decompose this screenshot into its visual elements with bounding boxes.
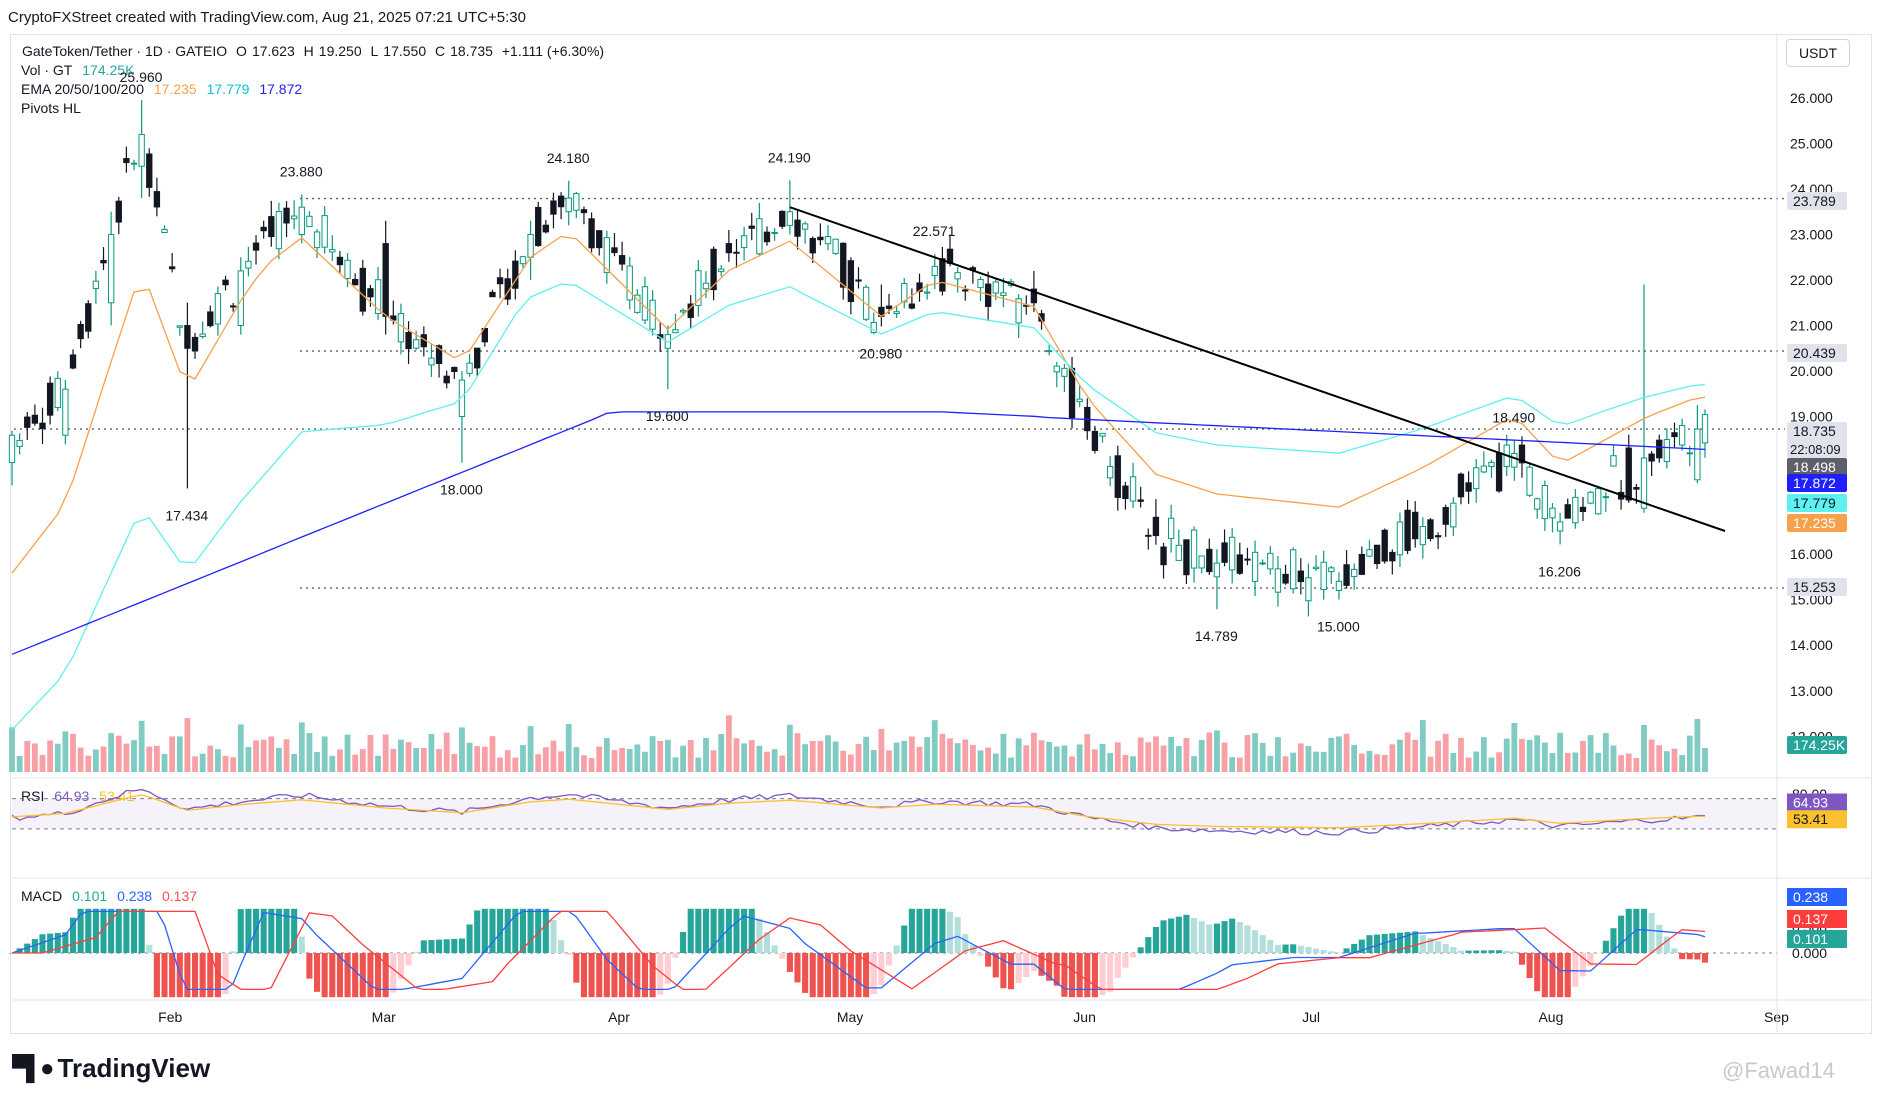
volume-label: Vol · GT: [21, 62, 73, 78]
open-value: O 17.623: [236, 43, 295, 59]
low-value: L 17.550: [371, 43, 427, 59]
volume-legend[interactable]: Vol · GT 174.25K: [21, 62, 140, 78]
volume-value: 174.25K: [82, 62, 135, 78]
rsi-label: RSI: [21, 788, 45, 804]
ema-legend[interactable]: EMA 20/50/100/200 17.235 17.779 17.872: [21, 81, 308, 97]
symbol-name[interactable]: GateToken/Tether · 1D · GATEIO: [22, 43, 228, 59]
ema20-value: 17.235: [153, 81, 197, 97]
currency-button[interactable]: USDT: [1786, 39, 1850, 67]
rsi-ma-value: 53.41: [99, 788, 135, 804]
high-number: 19.250: [318, 43, 362, 59]
macd-hist-value: 0.101: [72, 888, 108, 904]
high-label: H: [303, 43, 314, 59]
macd-line-value: 0.238: [117, 888, 153, 904]
tradingview-logo[interactable]: ▀▌● TradingView: [12, 1053, 210, 1084]
change-value: +1.111 (+6.30%): [501, 43, 605, 59]
close-number: 18.735: [450, 43, 493, 59]
chart-frame: [10, 34, 1872, 1034]
close-value: C 18.735: [435, 43, 493, 59]
ema100-value: 17.872: [259, 81, 303, 97]
low-number: 17.550: [383, 43, 427, 59]
open-number: 17.623: [251, 43, 295, 59]
rsi-legend[interactable]: RSI 64.93 53.41: [21, 788, 140, 804]
open-label: O: [236, 43, 247, 59]
pivots-label: Pivots HL: [21, 100, 81, 116]
rsi-value: 64.93: [54, 788, 90, 804]
brand-name: TradingView: [57, 1053, 211, 1083]
watermark: @Fawad14: [1722, 1058, 1835, 1083]
symbol-legend: GateToken/Tether · 1D · GATEIO O 17.623 H…: [22, 43, 609, 59]
macd-legend[interactable]: MACD 0.101 0.238 0.137: [21, 888, 203, 904]
pivots-legend[interactable]: Pivots HL: [21, 100, 87, 116]
close-label: C: [435, 43, 446, 59]
low-label: L: [370, 43, 379, 59]
ema-label: EMA 20/50/100/200: [21, 81, 144, 97]
chart-credit: CryptoFXStreet created with TradingView.…: [8, 9, 526, 26]
ema50-value: 17.779: [206, 81, 250, 97]
high-value: H 19.250: [304, 43, 362, 59]
tradingview-logo-icon: ▀▌●: [12, 1054, 54, 1082]
macd-label: MACD: [21, 888, 63, 904]
macd-signal-value: 0.137: [162, 888, 198, 904]
